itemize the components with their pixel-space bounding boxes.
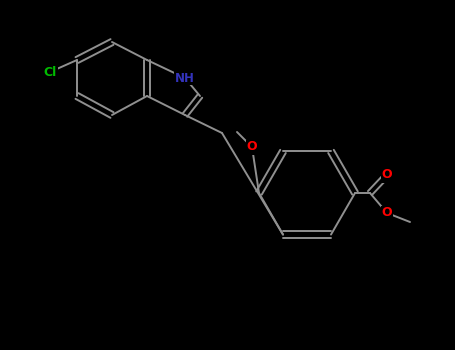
Text: Cl: Cl bbox=[43, 65, 56, 78]
Text: O: O bbox=[382, 206, 392, 219]
Text: NH: NH bbox=[175, 71, 195, 84]
Text: O: O bbox=[247, 140, 258, 154]
Text: O: O bbox=[382, 168, 392, 182]
